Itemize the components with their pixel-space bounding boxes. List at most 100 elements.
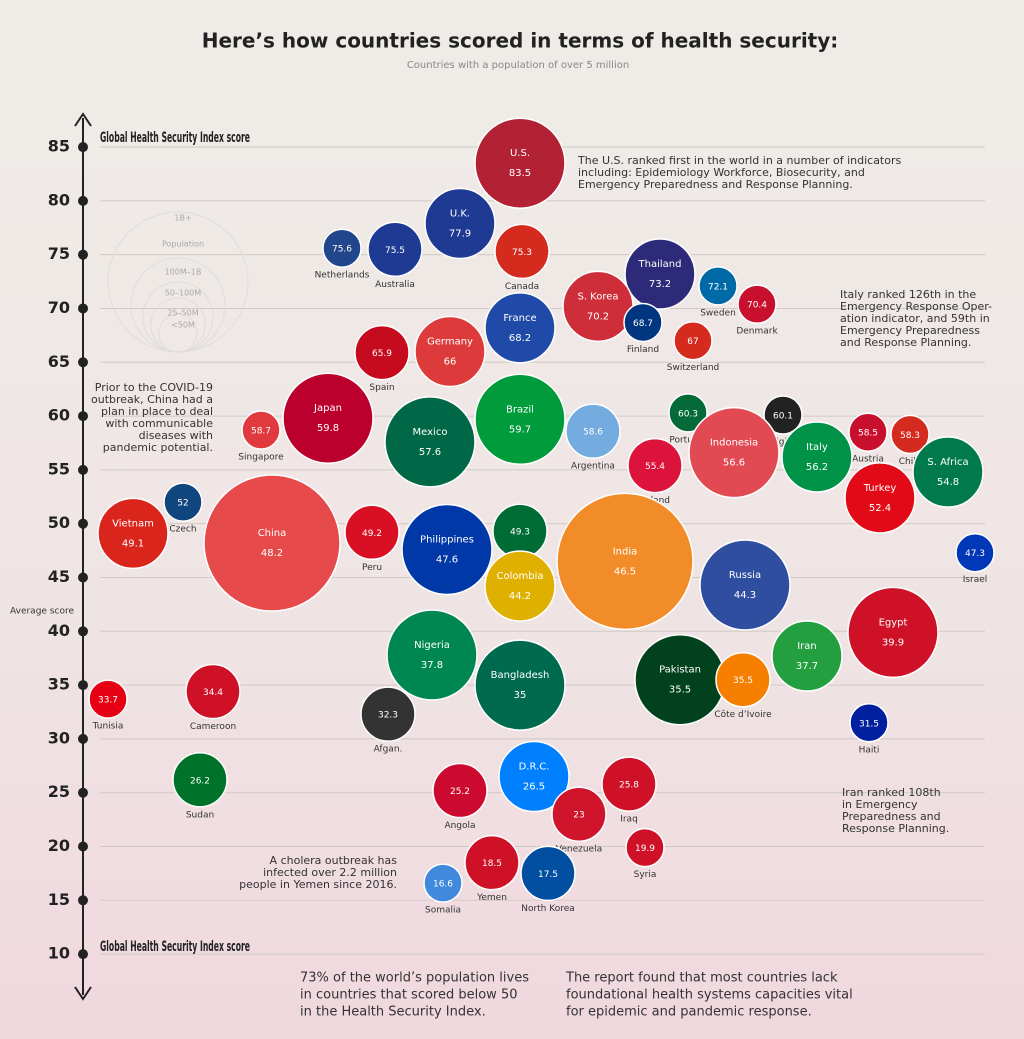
country-name: Philippines <box>420 535 474 546</box>
bubble <box>88 679 128 719</box>
score-label: 31.5 <box>859 719 879 729</box>
country-name: Israel <box>963 575 988 585</box>
country-name: Afgan. <box>374 745 403 755</box>
tick-dot <box>78 357 88 368</box>
tick-dot <box>78 626 88 637</box>
country-name: Thailand <box>638 259 682 270</box>
score-label: 44.2 <box>509 591 531 602</box>
bubble <box>401 503 493 596</box>
annotation-line: pandemic potential. <box>103 441 213 454</box>
y-tick-label: 30 <box>48 728 70 747</box>
tick-dot <box>78 142 88 153</box>
score-label: 37.7 <box>796 661 818 672</box>
score-label: 58.3 <box>900 431 920 441</box>
annotation-line: outbreak, China had a <box>91 393 213 406</box>
tick-dot <box>78 787 88 798</box>
y-tick-label: 50 <box>48 513 70 532</box>
y-tick-label: 80 <box>48 190 70 209</box>
country-name: Sudan <box>186 810 214 820</box>
bubble <box>955 532 995 573</box>
annotation-line: Emergency Response Oper- <box>840 300 992 313</box>
score-label: 54.8 <box>937 477 959 488</box>
score-label: 75.6 <box>332 245 352 255</box>
score-label: 32.3 <box>378 711 398 721</box>
tick-dot <box>78 895 88 906</box>
country-name: Iraq <box>620 815 638 825</box>
legend-label: 100M–1B <box>165 268 202 277</box>
y-tick-label: 75 <box>48 244 70 263</box>
bubble <box>414 315 486 388</box>
score-label: 59.7 <box>509 424 531 435</box>
country-name: Brazil <box>506 404 534 415</box>
axis-title-bottom: Global Health Security Index score <box>100 939 250 955</box>
country-name: Italy <box>806 442 828 453</box>
country-name: Pakistan <box>659 665 701 676</box>
country-name: France <box>503 313 536 324</box>
annotation-line: Preparedness and <box>842 810 941 823</box>
score-label: 52 <box>177 499 188 509</box>
country-name: Switzerland <box>667 363 720 373</box>
country-name: Vietnam <box>112 518 154 529</box>
bubble <box>627 437 683 494</box>
score-label: 68.2 <box>509 333 531 344</box>
score-label: 47.3 <box>965 549 985 559</box>
country-name: Colombia <box>497 571 544 582</box>
country-name: D.R.C. <box>519 762 550 773</box>
score-label: 83.5 <box>509 168 531 179</box>
bubble <box>699 539 791 631</box>
bubble <box>624 238 696 310</box>
country-name: Angola <box>444 821 475 831</box>
score-label: 70.2 <box>587 311 609 322</box>
bubble <box>241 410 281 450</box>
country-name: Belgium <box>765 437 802 447</box>
score-label: 75.3 <box>512 248 532 258</box>
country-name: Portugal <box>669 435 706 445</box>
annotations: The U.S. ranked first in the world in a … <box>91 154 992 1020</box>
bubble <box>474 117 566 209</box>
bubble <box>562 270 634 343</box>
score-label: 25.2 <box>450 787 470 797</box>
legend-circle <box>158 313 198 353</box>
country-name: U.S. <box>510 148 530 159</box>
tick-dot <box>78 249 88 260</box>
axis-title-top: Global Health Security Index score <box>100 130 250 146</box>
bubble <box>520 845 576 902</box>
score-label: 68.7 <box>633 319 653 329</box>
score-label: 57.6 <box>419 447 441 458</box>
country-name: Argentina <box>571 462 615 472</box>
country-name: U.K. <box>450 208 470 219</box>
country-name: Cameroon <box>190 722 236 732</box>
score-label: 23 <box>573 811 584 821</box>
score-label: 34.4 <box>203 688 223 698</box>
score-label: 35 <box>514 690 527 701</box>
bubble <box>172 752 228 808</box>
tick-dot <box>78 841 88 852</box>
chart-title: Here’s how countries scored in terms of … <box>202 29 839 53</box>
country-name: Somalia <box>425 906 461 916</box>
bubble <box>551 786 607 842</box>
bubble <box>360 686 416 742</box>
bubble <box>423 863 463 903</box>
country-name: Netherlands <box>315 271 370 281</box>
annotation-line: foundational health systems capacities v… <box>566 988 853 1003</box>
bubble <box>494 223 550 280</box>
annotation-line: A cholera outbreak has <box>270 854 398 867</box>
tick-dot <box>78 518 88 529</box>
bubble <box>625 827 665 868</box>
country-name: Tunisia <box>92 722 124 732</box>
tick-dot <box>78 464 88 475</box>
legend-label: 50–100M <box>165 289 201 298</box>
bubble <box>185 663 241 720</box>
legend-title: Population <box>162 240 204 249</box>
y-tick-label: 65 <box>48 352 70 371</box>
score-label: 58.5 <box>858 429 878 439</box>
bubble <box>847 586 939 679</box>
bubble <box>668 393 708 433</box>
tick-dot <box>78 949 88 960</box>
score-label: 66 <box>444 357 457 368</box>
bubble <box>384 396 476 488</box>
tick-dot <box>78 411 88 422</box>
country-name: Peru <box>362 563 382 573</box>
score-label: 25.8 <box>619 781 639 791</box>
